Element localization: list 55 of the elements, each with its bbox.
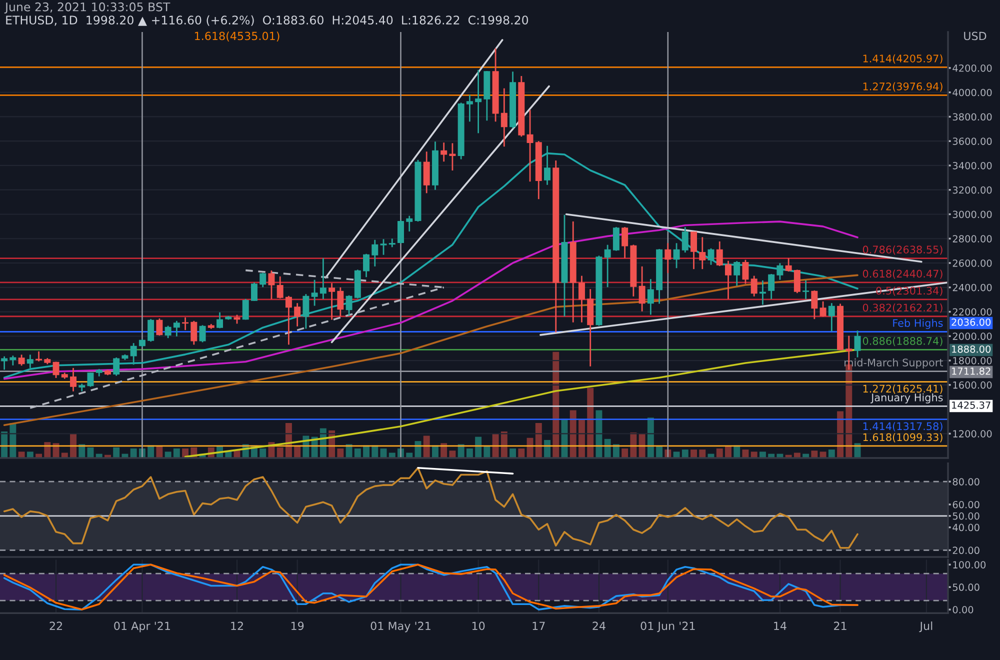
y-tick-label: 1800.00 xyxy=(953,357,992,364)
x-tick-label: 01 May '21 xyxy=(370,622,430,632)
y-tick-label: 0.00 xyxy=(952,606,974,614)
x-tick-label: 19 xyxy=(291,622,304,630)
y-tick-label: 50.00 xyxy=(952,512,980,520)
y-tick-label: 4000.00 xyxy=(952,88,992,96)
y-tick-label: 50.00 xyxy=(952,584,980,591)
y-tick-label: 100.00 xyxy=(953,561,986,568)
x-tick-label: 24 xyxy=(592,622,606,630)
y-tick-label: 3400.00 xyxy=(952,162,992,170)
x-tick-label: 21 xyxy=(834,622,846,630)
x-tick-label: 10 xyxy=(472,622,485,630)
text: 1425.37 xyxy=(952,401,990,409)
ref-line-label: 1.272(3976.94) xyxy=(863,82,942,92)
ref-line-label: 0.886(1888.74) xyxy=(862,336,942,346)
y-tick-label: 40.00 xyxy=(952,524,980,532)
y-tick-label: 2800.00 xyxy=(952,235,992,242)
y-tick-label: 1200.00 xyxy=(953,430,992,438)
y-tick-label: 3200.00 xyxy=(952,186,992,194)
x-tick-label: 12 xyxy=(231,622,243,630)
text: 1888.00 xyxy=(952,345,991,353)
ref-line-label: 0.5(2301.34) xyxy=(876,286,942,296)
chart-subtitle: June 23, 2021 10:33:05 BST xyxy=(4,2,170,14)
ref-line-label: 1.414(1317.58) xyxy=(863,422,942,432)
x-tick-label: 14 xyxy=(774,622,786,630)
x-tick-label: 22 xyxy=(50,622,62,630)
x-tick-label: 01 Apr '21 xyxy=(114,622,170,632)
y-tick-label: 2400.00 xyxy=(952,284,992,292)
annotation: 1.618(4535.01) xyxy=(195,32,280,42)
y-tick-label: 20.00 xyxy=(952,546,980,554)
ref-line-label: 0.618(2440.47) xyxy=(862,270,942,279)
ref-line-label: 0.382(2162.21) xyxy=(862,304,942,313)
y-tick-label: 60.00 xyxy=(952,500,980,508)
ref-line-label: Feb Highs xyxy=(893,318,943,329)
x-tick-label: 17 xyxy=(532,622,545,630)
y-tick-label: 4200.00 xyxy=(952,64,992,72)
y-tick-label: 1600.00 xyxy=(953,381,992,389)
ref-line-label: 1.618(1099.33) xyxy=(863,433,942,442)
ref-line-label: 1.272(1625.41) xyxy=(863,384,942,394)
x-tick-label: 01 Jun '21 xyxy=(640,622,695,632)
y-tick-label: 2600.00 xyxy=(952,259,992,267)
y-tick-label: 3600.00 xyxy=(952,138,992,145)
text: 1711.82 xyxy=(952,367,990,375)
y-tick-label: 2200.00 xyxy=(952,308,992,316)
x-tick-label: Jul xyxy=(919,621,932,632)
y-tick-label: 3000.00 xyxy=(952,210,992,218)
ref-line-label: 1.414(4205.97) xyxy=(863,54,942,64)
text: 2036.00 xyxy=(952,318,991,326)
chart-title: ETHUSD, 1D 1998.20 ▲ +116.60 (+6.2%) O:1883.60 H:2045.40 L:1826.22 C:1998.20 xyxy=(6,15,528,26)
ref-line-label: 0.786(2638.55) xyxy=(862,245,942,255)
y-tick-label: 2000.00 xyxy=(952,332,992,340)
y-tick-label: 80.00 xyxy=(952,478,980,486)
y-tick-label: 3800.00 xyxy=(952,113,992,121)
text: USD xyxy=(964,32,986,40)
ref-line-label: January Highs xyxy=(870,393,943,404)
